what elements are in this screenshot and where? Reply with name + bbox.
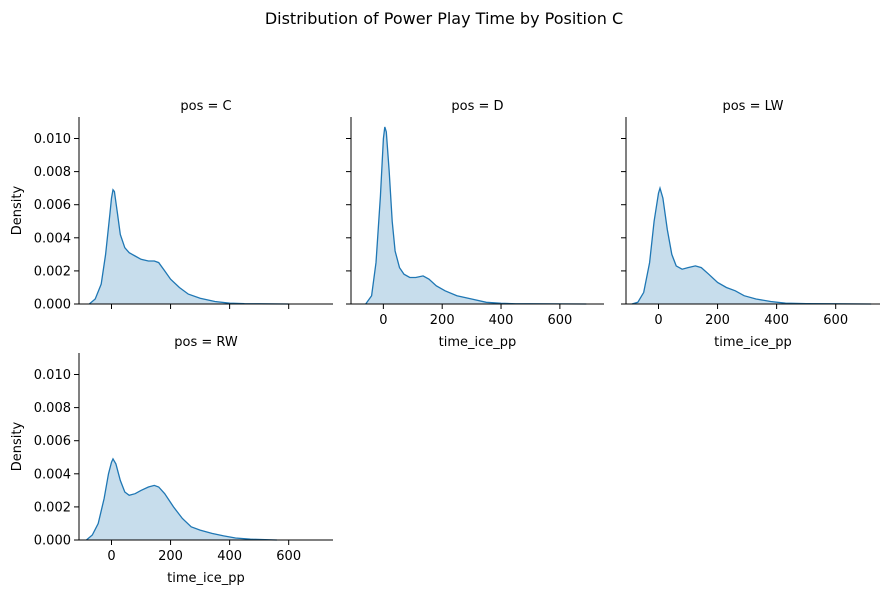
kde-line <box>85 457 277 541</box>
kde-line <box>88 188 289 305</box>
panel-title: pos = LW <box>722 99 783 114</box>
y-tick-label: 0.008 <box>34 401 71 416</box>
y-tick-label: 0.004 <box>34 231 71 246</box>
x-tick-label: 200 <box>430 313 455 328</box>
x-tick-label: 0 <box>379 313 387 328</box>
x-tick-label: 600 <box>823 313 848 328</box>
x-tick-label: 0 <box>654 313 662 328</box>
kde-line <box>365 126 587 305</box>
y-tick-label: 0.000 <box>34 534 71 549</box>
panel-title: pos = C <box>180 99 231 114</box>
y-axis-label: Density <box>10 185 25 235</box>
y-tick-label: 0.002 <box>34 500 71 515</box>
kde-area <box>365 126 587 305</box>
y-tick-label: 0.002 <box>34 264 71 279</box>
y-axis-label: Density <box>10 421 25 471</box>
y-tick-label: 0.010 <box>34 132 71 147</box>
kde-area <box>86 458 277 540</box>
panel-title: pos = RW <box>174 335 238 350</box>
y-tick-label: 0.000 <box>34 298 71 313</box>
figure-title: Distribution of Power Play Time by Posit… <box>265 9 623 28</box>
facet-panel: pos = D 0 200 400 600 time_ice_pp <box>346 99 604 350</box>
x-tick-label: 200 <box>158 549 183 564</box>
y-tick-label: 0.008 <box>34 165 71 180</box>
x-axis-label: time_ice_pp <box>714 335 792 350</box>
y-tick-label: 0.006 <box>34 198 71 213</box>
facet-panel: pos = RW 0 200 400 600 0.000 0.002 0.004 0.006 0.… <box>10 335 333 586</box>
y-tick-label: 0.006 <box>34 434 71 449</box>
x-tick-label: 0 <box>107 549 115 564</box>
x-tick-label: 400 <box>489 313 514 328</box>
kde-area <box>89 189 289 304</box>
x-tick-label: 400 <box>217 549 242 564</box>
y-tick-label: 0.004 <box>34 467 71 482</box>
kde-line <box>631 185 872 305</box>
x-tick-label: 600 <box>276 549 301 564</box>
x-tick-label: 400 <box>764 313 789 328</box>
y-tick-label: 0.010 <box>34 368 71 383</box>
x-axis-label: time_ice_pp <box>167 571 245 586</box>
x-axis-label: time_ice_pp <box>439 335 517 350</box>
facet-panel: pos = LW 0 200 400 600 time_ice_pp <box>621 99 880 350</box>
x-tick-label: 200 <box>705 313 730 328</box>
facet-panel: pos = C 0.000 0.002 0.004 0.006 0.008 0.010 Den… <box>10 99 333 313</box>
kde-area <box>631 188 872 304</box>
panel-title: pos = D <box>451 99 503 114</box>
x-tick-label: 600 <box>547 313 572 328</box>
